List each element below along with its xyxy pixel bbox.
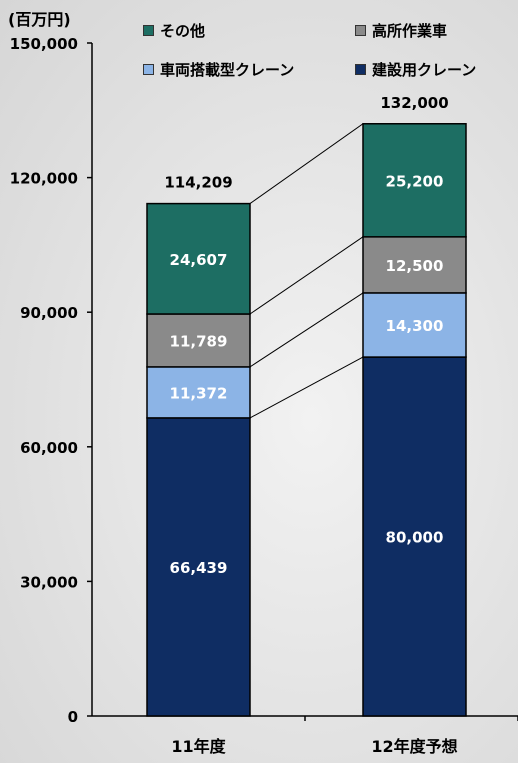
legend-label-other: その他 [160,22,206,40]
x-category-label: 12年度予想 [371,737,457,756]
bar-segment [362,123,467,238]
legend-swatch-truck-loader-crane [143,64,154,75]
bar-segment [146,366,251,419]
x-category-label: 11年度 [171,737,226,756]
bar-segment [362,292,467,358]
bar-segment [362,356,467,717]
series-connector-line [249,356,364,419]
series-connector-line [249,236,364,315]
data-label: 11,789 [170,332,228,350]
y-tick-label: 0 [68,708,78,726]
data-label: 12,500 [386,257,444,275]
legend-item-truck-loader-crane: 車両搭載型クレーン [143,59,294,80]
data-label: 25,200 [386,172,444,190]
legend-label-aerial-work-platform: 高所作業車 [372,22,448,40]
total-label: 114,209 [164,174,232,192]
legend-label-construction-crane: 建設用クレーン [372,61,477,79]
legend-label-truck-loader-crane: 車両搭載型クレーン [160,61,295,79]
series-connector-line [249,292,364,368]
series-connector-line [249,123,364,204]
y-tick-label: 90,000 [20,304,78,322]
legend-swatch-construction-crane [355,64,366,75]
y-axis-unit-label: (百万円) [8,10,71,29]
total-label: 132,000 [380,94,448,112]
bar-segment [362,236,467,294]
legend-item-construction-crane: 建設用クレーン [355,59,476,80]
legend-swatch-other [143,25,154,36]
bar-segment [146,313,251,368]
legend-swatch-aerial-work-platform [355,25,366,36]
legend-item-other: その他 [143,20,205,41]
data-label: 14,300 [386,317,444,335]
data-label: 66,439 [170,559,228,577]
data-label: 24,607 [170,251,228,269]
data-label: 80,000 [386,529,444,547]
y-tick-label: 60,000 [20,439,78,457]
y-tick-label: 30,000 [20,573,78,591]
bar-segment [146,417,251,717]
data-label: 11,372 [170,384,228,402]
bar-segment [146,202,251,315]
y-tick-label: 150,000 [10,35,78,53]
y-tick-label: 120,000 [10,170,78,188]
legend-item-aerial-work-platform: 高所作業車 [355,20,447,41]
